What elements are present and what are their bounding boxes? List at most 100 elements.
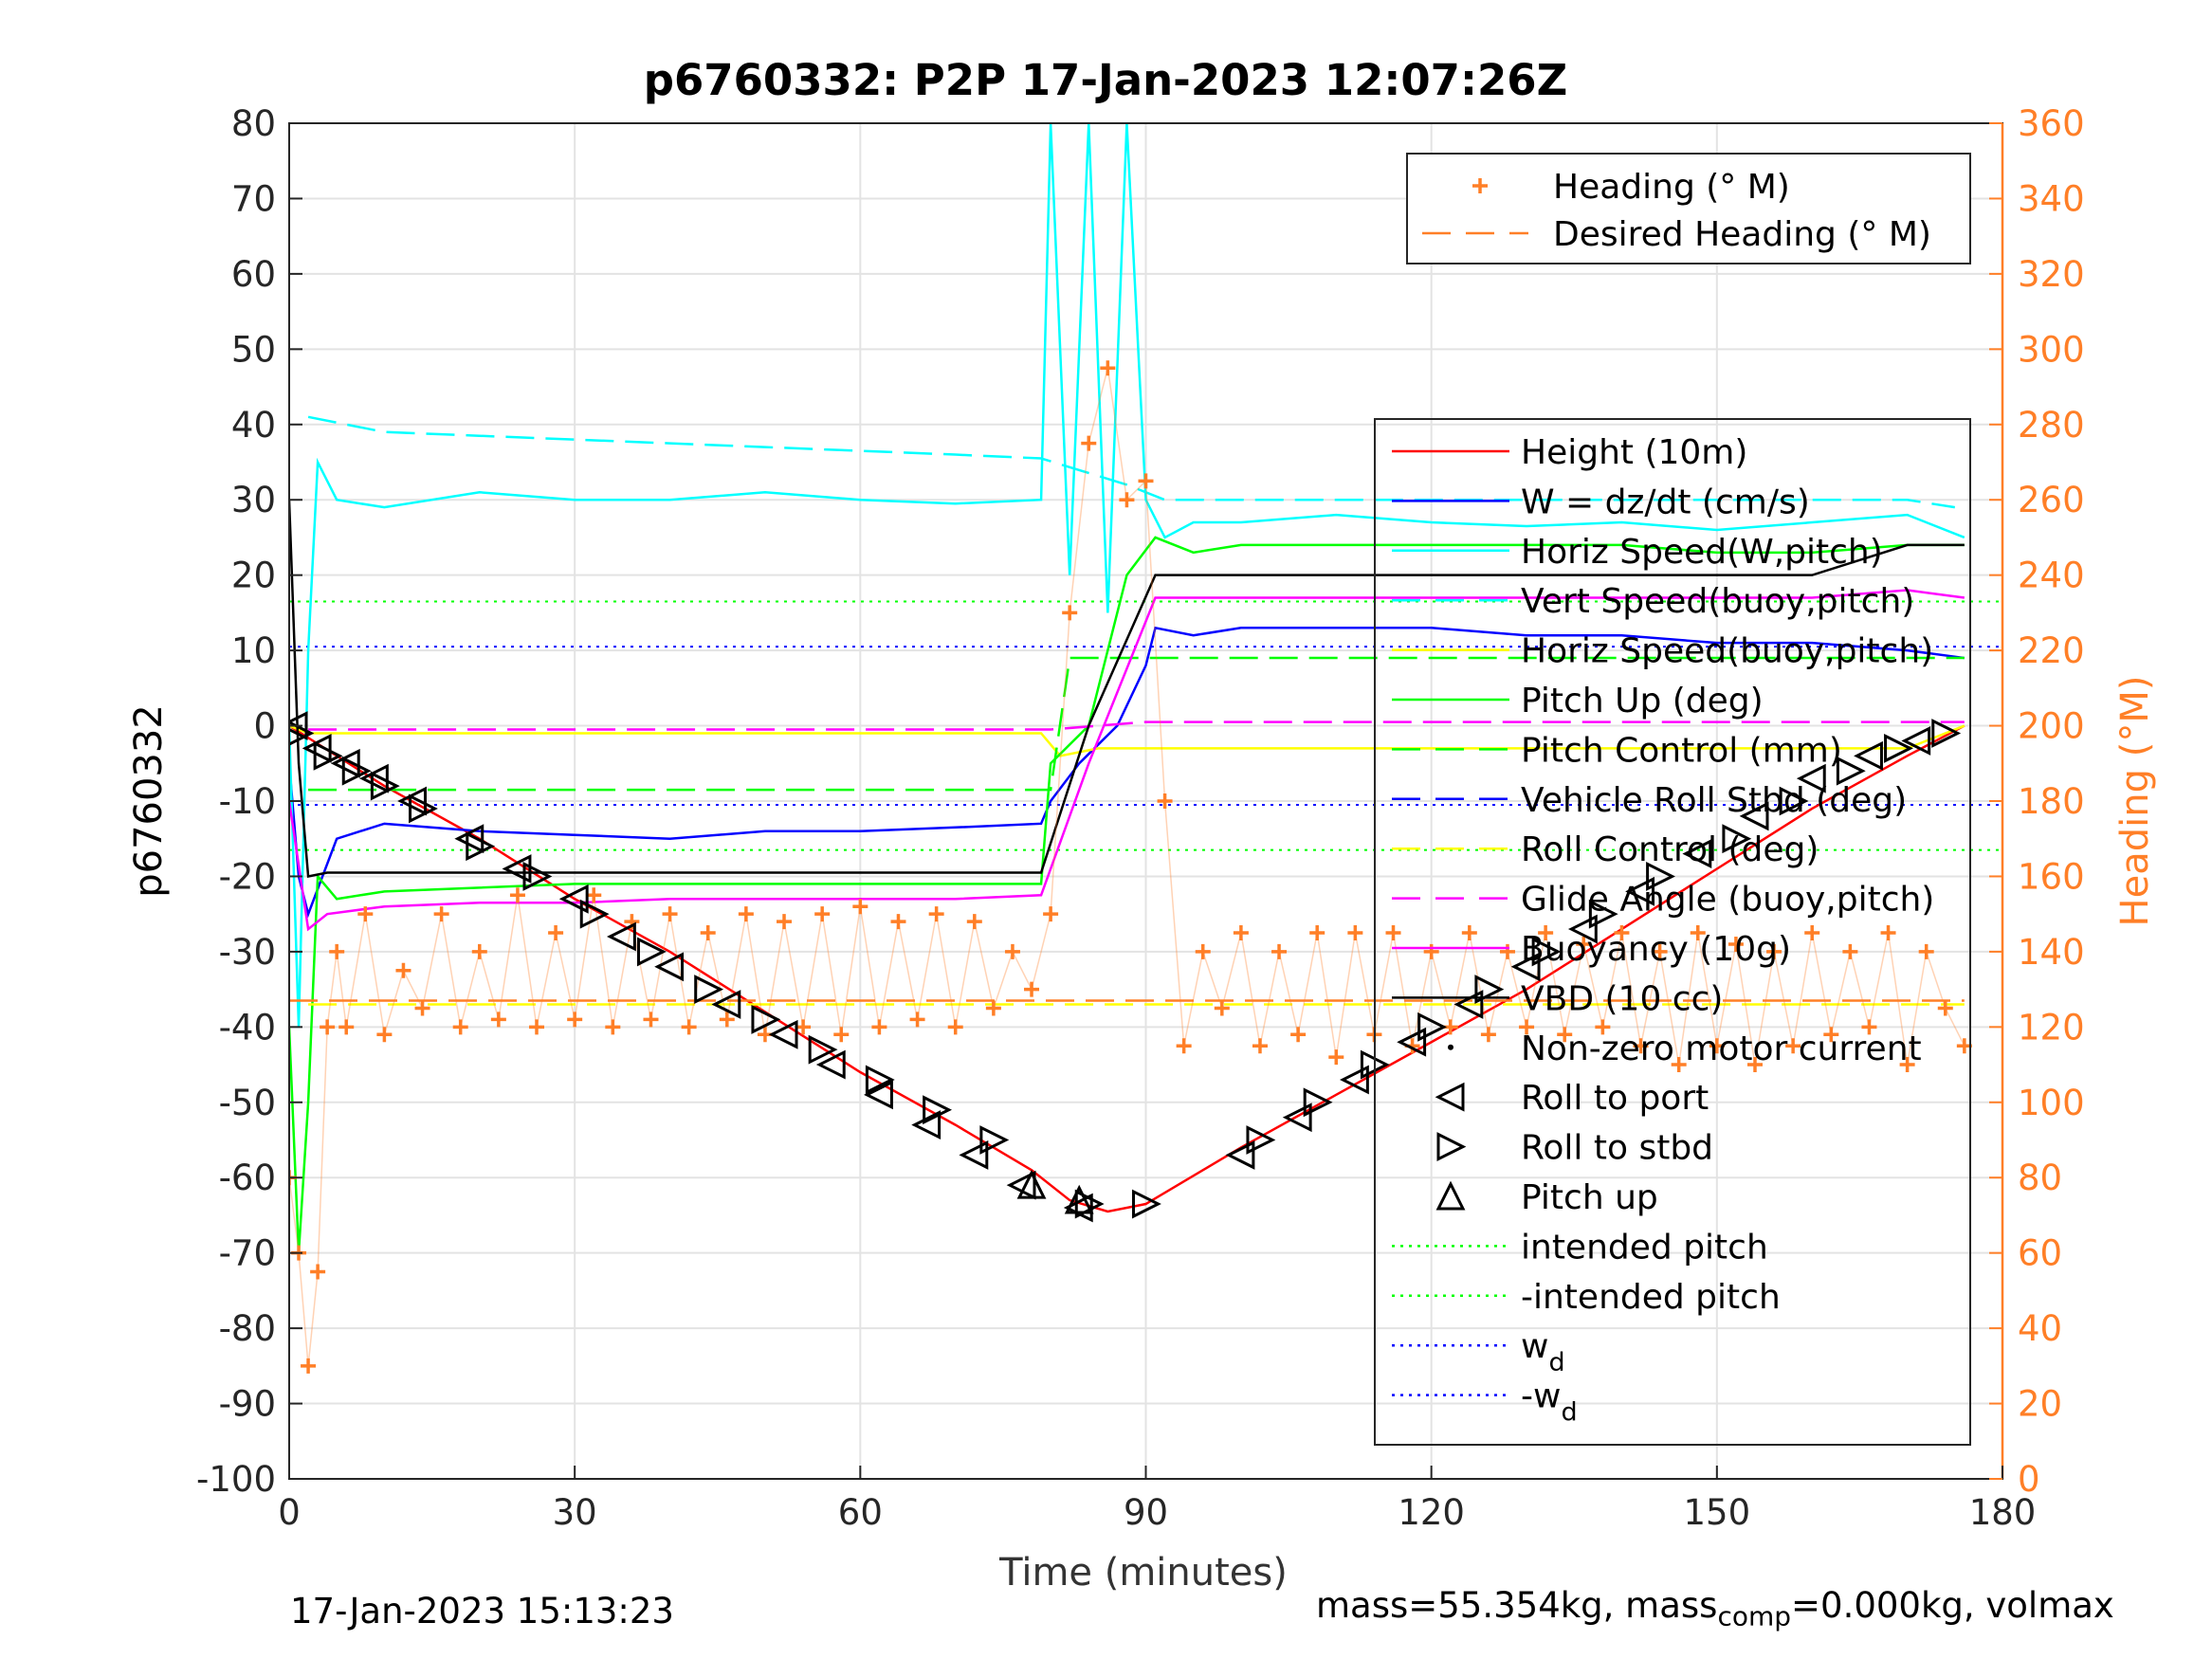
legend-entry: Horiz Speed(buoy,pitch) [1392,632,1933,671]
roll-to-port-marker [815,1049,846,1080]
roll-to-stbd-marker [1074,1189,1105,1219]
y-tick-label: -10 [219,781,276,822]
heading-point [738,906,754,922]
y2-tick-label: 300 [2018,329,2085,370]
legend-entry: Height (10m) [1392,433,1747,472]
series-horiz-speed-w-pitch [289,123,1965,1028]
roll-to-port-marker [1901,726,1931,756]
roll-to-port-marker [1796,763,1826,793]
series-heading-m [289,360,1972,1374]
roll-to-port-marker [397,786,428,816]
y2-tick-label: 80 [2018,1158,2062,1198]
heading-point [1842,943,1858,959]
y2-tick-label: 0 [2018,1459,2040,1500]
legend-label: -wd [1521,1377,1578,1428]
legend-entry: -wd [1392,1377,1578,1428]
legend-entry: Pitch Up (deg) [1392,682,1764,720]
legend-label: intended pitch [1521,1228,1768,1267]
heading-point [719,1012,735,1028]
heading-point [1043,906,1059,922]
heading-point [1499,943,1515,959]
x-axis-label: Time (minutes) [998,1551,1288,1595]
heading-point [452,1019,468,1035]
heading-point [1785,1038,1801,1054]
roll-to-stbd-marker [1722,824,1752,854]
y2-tick-label: 180 [2018,781,2085,822]
heading-point [320,1019,336,1035]
legend-heading-label: Heading (° M) [1553,168,1790,207]
pitch-up-marker [1064,1184,1094,1214]
legend-label: Vert Speed(buoy,pitch) [1521,582,1914,621]
series-pitch-control-mm [308,656,1965,792]
legend-entry: wd [1392,1327,1565,1377]
roll-to-port-marker [1225,1139,1255,1170]
markers-layer [289,711,1962,1223]
roll-to-port-marker [1282,1103,1312,1133]
y-tick-label: 60 [231,254,276,295]
roll-to-stbd-marker [341,756,372,786]
heading-point [1290,1027,1307,1043]
heading-point [1899,1057,1915,1073]
heading-point [947,1019,963,1035]
heading-point [1138,473,1154,489]
legend-label: Pitch Up (deg) [1521,682,1764,720]
series-buoyancy-10g [289,589,1965,932]
roll-to-port-marker [911,1110,941,1140]
legend-label: Height (10m) [1521,433,1747,472]
y-tick-label: 20 [231,556,276,596]
y-tick-label: 10 [231,630,276,671]
series-glide-angle-buoy-pitch [308,720,1965,731]
legend-triangle-left-icon [1435,1082,1465,1112]
roll-to-port-marker [1510,952,1541,982]
roll-to-stbd-marker [865,1065,895,1095]
heading-point [1937,1000,1953,1016]
roll-to-port-marker [768,1019,798,1049]
roll-to-port-marker [959,1139,989,1170]
heading-point [490,1012,506,1028]
heading-point [833,1027,850,1043]
roll-to-stbd-marker [636,937,667,967]
y2-tick-label: 360 [2018,103,2085,144]
roll-to-stbd-marker [1779,786,1809,816]
heading-point [605,1019,621,1035]
y2-tick-label: 140 [2018,932,2085,973]
footer-mass-b: =0.000kg, volmax [1791,1585,2114,1626]
legend-entry: Glide Angle (buoy,pitch) [1392,881,1934,920]
legend-label: Vehicle Roll Stbd (deg) [1521,781,1907,820]
legend-label: Roll to port [1521,1079,1709,1118]
legend-label: Pitch Control (mm) [1521,731,1842,770]
y-axis-label: p6760332 [127,704,171,898]
heading-point [1062,605,1078,621]
footer-mass-a: mass=55.354kg, mass [1316,1585,1718,1626]
y2-tick-label: 340 [2018,178,2085,219]
y-tick-label: -70 [219,1233,276,1274]
roll-to-stbd-marker [522,862,553,891]
legend-entry: W = dz/dt (cm/s) [1392,483,1810,521]
heading-point [471,943,487,959]
legend-main-box [1374,418,1971,1446]
y2-tick-label: 220 [2018,630,2085,671]
heading-point [357,906,374,922]
legend-label: Horiz Speed(W,pitch) [1521,533,1883,572]
y-tick-label: -40 [219,1007,276,1048]
roll-to-stbd-marker [1646,862,1675,891]
series-w-dz-dt-cm-s [289,626,1965,919]
footer-mass-info: mass=55.354kg, masscomp=0.000kg, volmax [1316,1585,2114,1632]
legend-triangle-up-icon [1435,1180,1466,1211]
heading-point [1766,943,1782,959]
heading-point [301,1358,317,1374]
y-tick-label: -100 [196,1459,276,1500]
legend-heading-label: Desired Heading (° M) [1553,215,1931,254]
heading-point [1519,1019,1535,1035]
roll-to-stbd-marker [579,899,610,929]
y2-tick-label: 40 [2018,1308,2062,1349]
series-height-10m [289,724,1965,1213]
heading-point [1880,925,1896,941]
y-tick-label: -30 [219,932,276,973]
heading-point [338,1019,355,1035]
roll-to-port-marker [1625,876,1655,906]
y-tick-label: -90 [219,1384,276,1425]
heading-point [1024,981,1040,997]
y-tick-label: 0 [253,706,276,747]
heading-point [1252,1038,1268,1054]
